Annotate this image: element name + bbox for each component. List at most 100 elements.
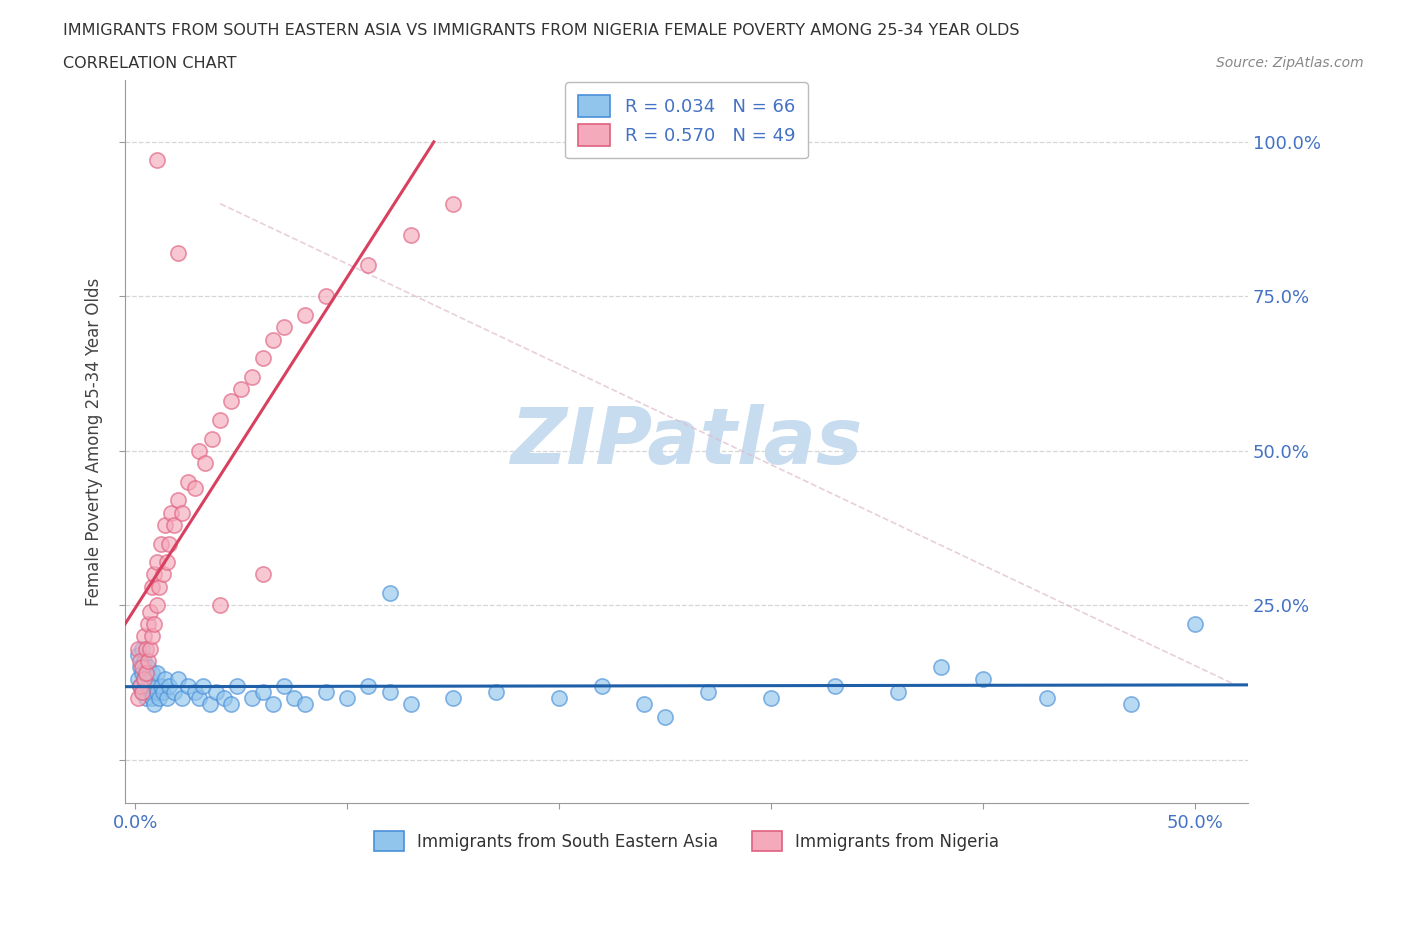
Point — [157, 678, 180, 693]
Point — [824, 678, 846, 693]
Point — [441, 196, 464, 211]
Point — [240, 369, 263, 384]
Point — [485, 684, 508, 699]
Point — [127, 641, 149, 656]
Point — [131, 641, 153, 656]
Point — [226, 678, 249, 693]
Point — [127, 647, 149, 662]
Point — [198, 697, 221, 711]
Point — [887, 684, 910, 699]
Point — [139, 672, 162, 687]
Point — [132, 629, 155, 644]
Point — [139, 604, 162, 619]
Point — [283, 691, 305, 706]
Point — [759, 691, 782, 706]
Point — [209, 413, 232, 428]
Point — [170, 505, 193, 520]
Point — [145, 598, 167, 613]
Point — [139, 684, 162, 699]
Point — [128, 678, 150, 693]
Point — [188, 691, 211, 706]
Point — [170, 691, 193, 706]
Point — [252, 567, 274, 582]
Point — [127, 691, 149, 706]
Point — [357, 258, 380, 272]
Point — [141, 579, 163, 594]
Point — [131, 666, 153, 681]
Point — [193, 678, 215, 693]
Point — [696, 684, 718, 699]
Point — [219, 394, 242, 409]
Point — [157, 536, 180, 551]
Text: IMMIGRANTS FROM SOUTH EASTERN ASIA VS IMMIGRANTS FROM NIGERIA FEMALE POVERTY AMO: IMMIGRANTS FROM SOUTH EASTERN ASIA VS IM… — [63, 23, 1019, 38]
Point — [143, 697, 166, 711]
Point — [399, 227, 422, 242]
Point — [166, 493, 188, 508]
Point — [399, 697, 422, 711]
Point — [214, 691, 236, 706]
Point — [357, 678, 380, 693]
Point — [136, 678, 159, 693]
Point — [156, 554, 179, 569]
Point — [219, 697, 242, 711]
Point — [294, 697, 316, 711]
Point — [152, 567, 174, 582]
Point — [143, 678, 166, 693]
Point — [252, 351, 274, 365]
Point — [378, 684, 401, 699]
Point — [231, 381, 253, 396]
Point — [441, 691, 464, 706]
Point — [132, 672, 155, 687]
Point — [127, 672, 149, 687]
Point — [136, 617, 159, 631]
Legend: Immigrants from South Eastern Asia, Immigrants from Nigeria: Immigrants from South Eastern Asia, Immi… — [366, 823, 1007, 860]
Point — [654, 710, 676, 724]
Point — [135, 666, 157, 681]
Point — [148, 691, 170, 706]
Point — [143, 617, 166, 631]
Point — [252, 684, 274, 699]
Point — [136, 659, 159, 674]
Point — [156, 691, 179, 706]
Point — [149, 678, 172, 693]
Point — [184, 684, 207, 699]
Point — [141, 691, 163, 706]
Point — [131, 659, 153, 674]
Point — [177, 474, 200, 489]
Point — [177, 678, 200, 693]
Point — [145, 684, 167, 699]
Point — [135, 691, 157, 706]
Point — [1035, 691, 1057, 706]
Point — [209, 598, 232, 613]
Point — [1184, 617, 1206, 631]
Point — [135, 641, 157, 656]
Point — [262, 697, 284, 711]
Point — [633, 697, 655, 711]
Point — [136, 654, 159, 669]
Point — [135, 666, 157, 681]
Point — [188, 444, 211, 458]
Point — [132, 654, 155, 669]
Point — [205, 684, 228, 699]
Point — [378, 586, 401, 601]
Point — [548, 691, 571, 706]
Point — [153, 672, 176, 687]
Text: Source: ZipAtlas.com: Source: ZipAtlas.com — [1216, 56, 1364, 70]
Point — [152, 684, 174, 699]
Point — [273, 678, 295, 693]
Point — [166, 672, 188, 687]
Point — [262, 332, 284, 347]
Point — [273, 320, 295, 335]
Point — [184, 481, 207, 496]
Point — [149, 536, 172, 551]
Point — [591, 678, 613, 693]
Point — [145, 153, 167, 168]
Point — [294, 308, 316, 323]
Point — [315, 289, 337, 304]
Point — [139, 641, 162, 656]
Point — [201, 432, 224, 446]
Point — [128, 659, 150, 674]
Point — [240, 691, 263, 706]
Point — [128, 678, 150, 693]
Y-axis label: Female Poverty Among 25-34 Year Olds: Female Poverty Among 25-34 Year Olds — [86, 277, 103, 605]
